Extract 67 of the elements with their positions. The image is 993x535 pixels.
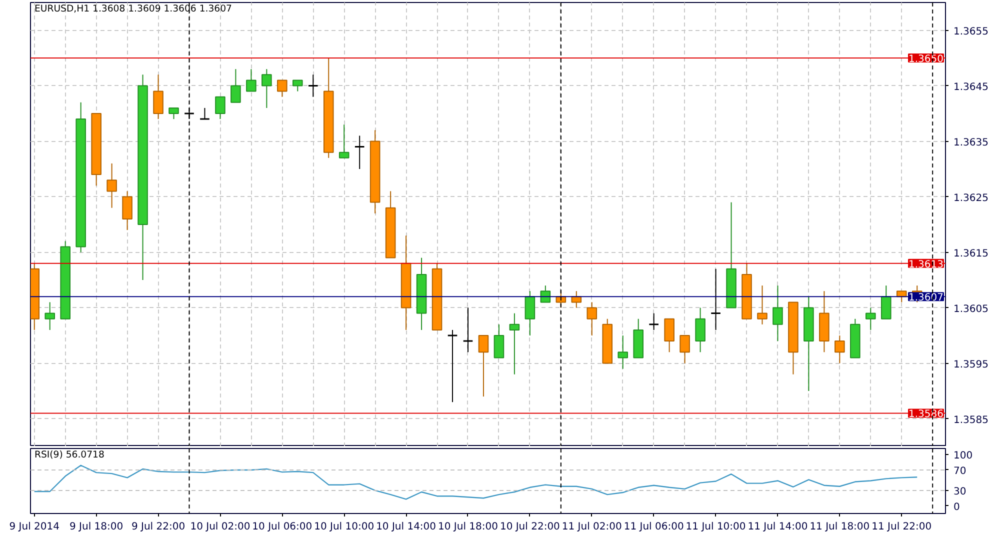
y-tick-label: 1.3645	[954, 82, 988, 93]
candlestick	[680, 335, 690, 364]
candlestick	[246, 68, 256, 92]
ref-line-label: 1.3613	[908, 259, 944, 270]
chart-title: RSI(9) 56.0718	[34, 450, 104, 460]
candlestick	[757, 285, 768, 325]
ref-line-label: 1.3607	[908, 292, 944, 304]
x-tick-label: 10 Jul 14:00	[376, 522, 436, 532]
y-tick-label: 100	[954, 450, 973, 462]
line-series	[34, 464, 918, 500]
candlestick	[695, 307, 706, 353]
x-tick-label: 9 Jul 22:00	[131, 522, 186, 532]
x-tick-label: 11 Jul 10:00	[686, 522, 746, 532]
y-tick-label: 1.3635	[954, 137, 988, 148]
candlestick	[354, 135, 365, 170]
x-tick-label: 10 Jul 18:00	[438, 522, 498, 532]
ref-line-label: 1.3586	[908, 409, 944, 420]
y-tick-label: 1.3625	[954, 192, 988, 204]
candlestick	[462, 307, 474, 353]
candlestick	[106, 162, 117, 208]
x-tick-label: 11 Jul 14:00	[748, 522, 808, 532]
candlestick	[277, 80, 288, 98]
chart-title: EURUSD,H1 1.3608 1.3609 1.3606 1.3607	[34, 4, 232, 14]
x-tick-label: 11 Jul 22:00	[872, 522, 932, 532]
y-tick-label: 70	[954, 466, 966, 477]
candlestick	[524, 290, 536, 336]
candlestick	[230, 68, 241, 103]
candlestick	[710, 268, 722, 330]
candlestick	[262, 68, 272, 108]
candlestick	[478, 335, 489, 398]
y-tick-label: 30	[954, 486, 966, 498]
candlestick	[153, 74, 164, 120]
candlestick	[772, 285, 783, 342]
candlestick	[199, 107, 210, 120]
candlestick	[866, 307, 876, 330]
y-tick-label: 1.3605	[954, 304, 988, 315]
candlestick	[215, 96, 226, 120]
ref-line-label: 1.3650	[908, 54, 944, 65]
y-tick-label: 0	[954, 502, 960, 513]
x-tick-label: 9 Jul 2014	[9, 522, 60, 532]
x-tick-label: 10 Jul 10:00	[314, 522, 374, 532]
y-tick-label: 1.3615	[954, 248, 988, 260]
y-tick-label: 1.3655	[954, 26, 988, 38]
candlestick	[338, 124, 350, 158]
candlestick	[618, 335, 628, 370]
x-tick-label: 10 Jul 22:00	[500, 522, 560, 532]
x-tick-label: 9 Jul 18:00	[70, 522, 124, 532]
y-tick-label: 1.3585	[954, 414, 988, 426]
candlestick	[648, 312, 660, 330]
candlestick	[494, 324, 504, 358]
candlestick	[880, 285, 892, 320]
x-tick-label: 11 Jul 18:00	[810, 522, 870, 532]
x-tick-label: 11 Jul 02:00	[562, 522, 622, 532]
candlestick	[586, 302, 598, 336]
y-tick-label: 1.3595	[954, 359, 988, 370]
candlestick	[308, 74, 319, 98]
candlestick	[834, 335, 845, 364]
candlestick	[509, 312, 520, 375]
x-tick-label: 11 Jul 06:00	[624, 522, 684, 532]
candlestick	[447, 329, 458, 403]
x-tick-label: 10 Jul 02:00	[190, 522, 250, 532]
candlestick	[168, 107, 179, 120]
x-tick-label: 10 Jul 06:00	[252, 522, 312, 532]
candlestick	[122, 190, 132, 231]
candlestick	[664, 318, 674, 353]
candlestick	[44, 302, 56, 330]
candlestick	[292, 80, 303, 92]
